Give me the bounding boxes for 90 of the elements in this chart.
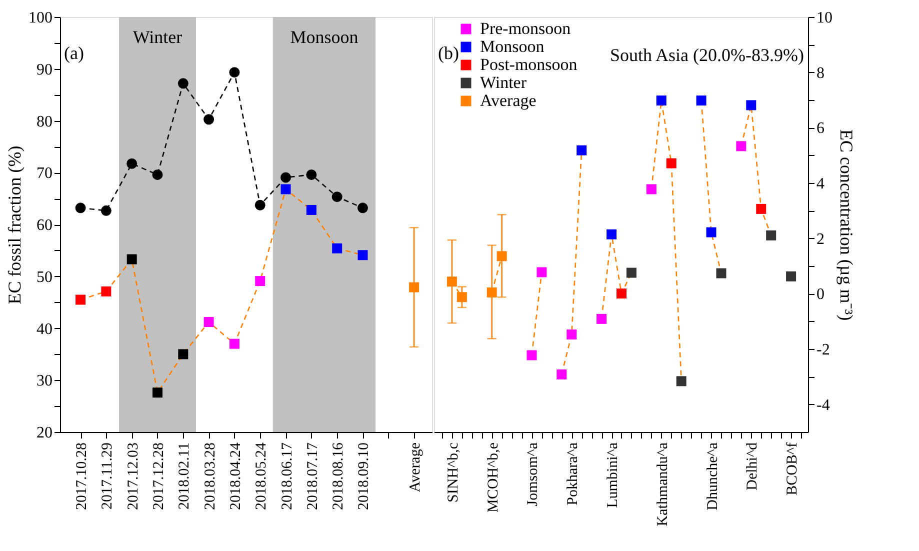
- point: [332, 243, 342, 254]
- point: [255, 276, 266, 286]
- x-tick-label: Average: [408, 442, 424, 492]
- x-tick-label: BCOB^f: [784, 442, 801, 496]
- x-tick-label: Jomsom^a: [525, 442, 542, 506]
- y-tick-label: 40: [36, 320, 52, 338]
- point: [178, 78, 188, 89]
- y2-axis-title: EC concentration (µg m⁻³): [836, 129, 856, 321]
- x-tick-label: 2018.08.16: [330, 442, 347, 510]
- x-tick-label: Delhi^d: [744, 442, 761, 490]
- legend-label: Winter: [480, 73, 527, 92]
- y-tick-label: 80: [36, 113, 52, 130]
- point: [204, 114, 214, 125]
- y2-tick-label: 6: [816, 120, 824, 138]
- x-tick-label: MCOH^b,e: [485, 442, 502, 512]
- point: [254, 200, 266, 210]
- x-tick-label: 2017.12.28: [150, 442, 167, 510]
- point: [666, 158, 676, 168]
- point: [280, 172, 292, 183]
- x-tick-label: 2018.02.11: [176, 442, 193, 510]
- annotation: (b): [438, 43, 459, 63]
- point: [536, 267, 547, 278]
- point: [746, 100, 756, 110]
- point: [736, 141, 746, 152]
- point: [76, 294, 86, 305]
- point: [306, 204, 316, 215]
- y-tick-label: 70: [36, 165, 52, 182]
- x-tick-label: 2018.07.17: [304, 442, 321, 510]
- x-tick-label: 2018.09.10: [356, 442, 372, 510]
- x-tick-label: 2018.05.24: [254, 442, 270, 510]
- point: [766, 230, 776, 240]
- point: [101, 286, 112, 296]
- y2-tick-label: -4: [816, 396, 830, 414]
- legend-label: Post-monsoon: [480, 55, 578, 74]
- point: [332, 192, 342, 202]
- x-tick-label: Pokhara^a: [565, 442, 582, 506]
- y2-tick-label: 2: [816, 230, 824, 248]
- point: [100, 205, 112, 216]
- y-tick-label: 30: [36, 372, 52, 390]
- point: [656, 96, 666, 106]
- legend-label: Average: [480, 91, 536, 110]
- y2-tick-label: 10: [816, 10, 832, 26]
- y2-tick-label: 4: [816, 176, 824, 192]
- annotation: (a): [64, 43, 84, 63]
- x-tick-label: Lumbini^a: [605, 442, 622, 508]
- x-tick-label: Kathmandu^a: [654, 442, 671, 526]
- x-tick-label: 2018.03.28: [202, 442, 218, 510]
- point: [229, 67, 240, 78]
- y2-tick-label: -2: [816, 342, 830, 358]
- annotation: South Asia (20.0%-83.9%): [610, 45, 804, 65]
- x-tick-label: 2018.06.17: [279, 442, 296, 510]
- x-tick-label: Dhunche^a: [704, 442, 721, 510]
- y-tick-label: 50: [36, 268, 52, 286]
- y-tick-label: 90: [36, 61, 52, 78]
- x-tick-label: 2018.04.24: [228, 442, 244, 510]
- point: [676, 376, 686, 386]
- point: [204, 317, 214, 328]
- point: [456, 292, 467, 302]
- point: [229, 338, 240, 349]
- x-tick-label: 2017.10.28: [74, 442, 90, 510]
- legend-label: Monsoon: [480, 37, 545, 56]
- point: [786, 271, 796, 282]
- point: [280, 184, 291, 194]
- band-label: Monsoon: [290, 27, 358, 47]
- y-axis-title: EC fossil fraction (%): [4, 146, 24, 304]
- point: [526, 350, 537, 360]
- y-tick-label: 60: [36, 217, 52, 234]
- point: [126, 158, 138, 169]
- point: [756, 204, 766, 214]
- x-tick-label: 2017.11.29: [100, 442, 116, 510]
- band-label: Winter: [132, 27, 182, 47]
- point: [75, 202, 86, 214]
- point: [357, 202, 368, 214]
- point: [126, 254, 137, 264]
- point: [646, 184, 656, 194]
- y-tick-label: 100: [28, 10, 52, 26]
- point: [306, 169, 317, 180]
- point: [152, 169, 163, 180]
- x-tick-label: 2017.12.03: [125, 442, 142, 510]
- point: [716, 268, 726, 278]
- legend-label: Pre-monsoon: [480, 19, 572, 38]
- y2-tick-label: 8: [816, 64, 824, 82]
- point: [358, 250, 368, 260]
- y2-tick-label: 0: [816, 286, 824, 304]
- point: [576, 145, 587, 156]
- point: [409, 282, 420, 292]
- point: [152, 388, 162, 398]
- x-tick-label: SINH^b,c: [445, 442, 462, 502]
- point: [178, 349, 188, 360]
- y-tick-label: 20: [36, 424, 52, 442]
